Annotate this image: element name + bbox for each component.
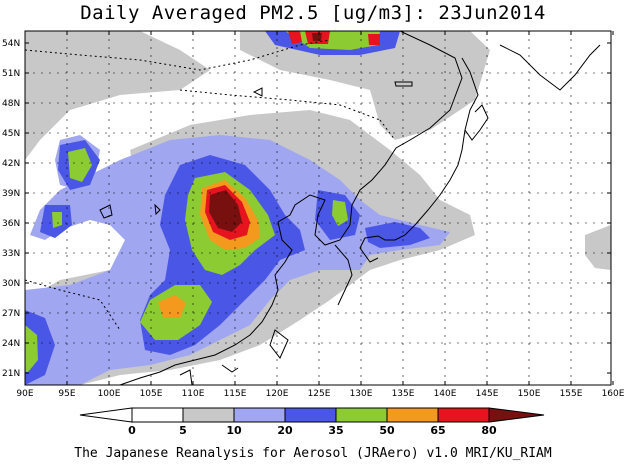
lon-tick-label: 135E	[392, 389, 415, 399]
colorbar-label: 5	[179, 424, 187, 437]
latitude-axis: 21N 24N 27N 30N 33N 36N 39N 42N 45N 48N 51N 54N	[2, 39, 611, 379]
political-borders	[25, 39, 396, 331]
lat-tick-label: 39N	[2, 189, 20, 199]
colorbar-label: 10	[226, 424, 242, 437]
colorbar-segment	[386, 407, 439, 423]
colorbar-segment	[233, 407, 286, 423]
field-grey	[585, 225, 611, 270]
field-red	[368, 34, 380, 45]
lon-tick-label: 145E	[476, 389, 499, 399]
coastlines	[99, 31, 601, 385]
field-grey	[240, 31, 490, 140]
field-green	[332, 200, 348, 226]
lat-tick-label: 51N	[2, 69, 20, 79]
colorbar-segment	[284, 407, 337, 423]
field-green	[52, 212, 62, 228]
field-red	[288, 31, 302, 44]
field-grey	[25, 31, 210, 160]
colorbar-label: 35	[328, 424, 343, 437]
footer-credit: The Japanese Reanalysis for Aerosol (JRA…	[74, 446, 552, 461]
colorbar-segment	[131, 407, 184, 423]
colorbar-label: 65	[430, 424, 445, 437]
lon-tick-label: 150E	[518, 389, 541, 399]
lat-tick-label: 30N	[2, 279, 20, 289]
lat-tick-label: 21N	[2, 369, 20, 379]
field-orange	[158, 295, 186, 318]
lon-tick-label: 100E	[98, 389, 121, 399]
colorbar-segment	[437, 407, 490, 423]
lat-tick-label: 33N	[2, 249, 20, 259]
colorbar-segment	[335, 407, 388, 423]
graticule	[25, 31, 611, 385]
field-darkred	[209, 190, 242, 232]
field-blue	[365, 222, 430, 248]
map-frame	[24, 30, 612, 386]
lon-tick-label: 115E	[224, 389, 247, 399]
colorbar: 0 5 10 20 35 50 65 80	[79, 407, 545, 437]
colorbar-label: 80	[481, 424, 497, 437]
lat-tick-label: 36N	[2, 219, 20, 229]
colorbar-label: 50	[379, 424, 395, 437]
lon-tick-label: 90E	[16, 389, 33, 399]
lon-tick-label: 110E	[182, 389, 205, 399]
colorbar-segment	[182, 407, 235, 423]
lon-tick-label: 160E	[602, 389, 625, 399]
lon-tick-label: 105E	[140, 389, 163, 399]
map-title: Daily Averaged PM2.5 [ug/m3]: 23Jun2014	[80, 2, 546, 24]
colorbar-arrow-high	[488, 407, 545, 423]
lon-tick-label: 155E	[560, 389, 583, 399]
field-darkred	[312, 33, 322, 41]
field-green	[68, 148, 92, 182]
lat-tick-label: 24N	[2, 339, 20, 349]
lon-tick-label: 120E	[266, 389, 289, 399]
field-green	[25, 325, 38, 372]
lat-tick-label: 48N	[2, 99, 20, 109]
colorbar-label: 20	[277, 424, 293, 437]
colorbar-arrow-low	[79, 407, 133, 423]
concentration-field	[25, 31, 611, 385]
lat-tick-label: 27N	[2, 309, 20, 319]
lat-tick-label: 54N	[2, 39, 20, 49]
lon-tick-label: 125E	[308, 389, 331, 399]
colorbar-label: 0	[128, 424, 136, 437]
longitude-axis: 90E 95E 100E 105E 110E 115E 120E 125E 130E 135E 14…	[16, 31, 625, 399]
lon-tick-label: 140E	[434, 389, 457, 399]
lat-tick-label: 42N	[2, 159, 20, 169]
lat-tick-label: 45N	[2, 129, 20, 139]
lon-tick-label: 130E	[350, 389, 373, 399]
lon-tick-label: 95E	[58, 389, 75, 399]
